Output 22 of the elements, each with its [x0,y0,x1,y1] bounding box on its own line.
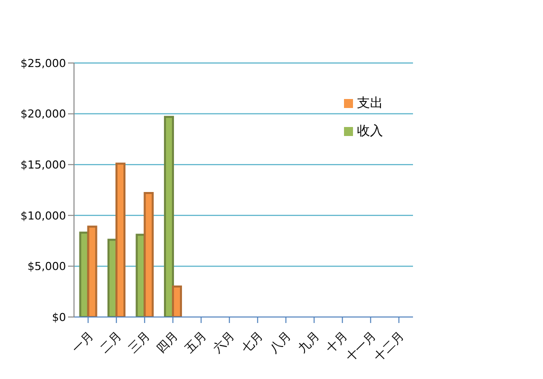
y-tick-label: $0 [52,310,66,324]
y-tick-label: $5,000 [28,260,66,274]
x-tick-label: 五月 [182,328,209,356]
x-tick-label: 六月 [210,328,238,356]
bar [172,286,182,317]
x-tick-label: 九月 [295,328,322,356]
x-tick-label: 三月 [126,328,152,356]
legend-label: 收入 [357,124,383,139]
x-tick-label: 四月 [154,328,181,356]
bar [144,192,154,317]
x-tick-label: 二月 [97,328,124,356]
x-tick-label: 七月 [238,328,266,356]
bar [115,162,126,317]
bar [164,116,174,317]
bar [87,226,98,317]
y-tick-label: $25,000 [20,56,66,70]
x-tick-label: 一月 [69,328,96,356]
legend-label: 支出 [357,96,383,111]
y-tick-label: $20,000 [20,108,66,121]
x-tick-label: 八月 [266,328,294,356]
y-tick-label: $10,000 [20,209,66,222]
y-tick-label: $15,000 [20,158,66,172]
